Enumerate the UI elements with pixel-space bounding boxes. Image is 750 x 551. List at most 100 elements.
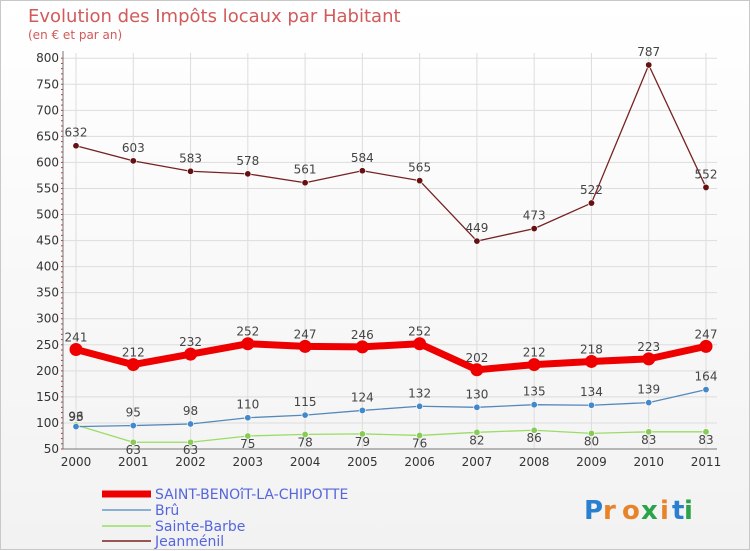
data-point-bru bbox=[530, 401, 538, 409]
logo-letter: i bbox=[660, 496, 669, 526]
legend-label-sainte-barbe: Sainte-Barbe bbox=[155, 519, 245, 535]
data-point-bru bbox=[301, 411, 309, 419]
data-label-sainte-barbe: 63 bbox=[126, 443, 141, 457]
data-label-jeanmenil: 578 bbox=[236, 154, 259, 168]
logo-letter: x bbox=[641, 496, 658, 526]
data-point-bru bbox=[244, 414, 252, 422]
data-label-sainte-barbe: 78 bbox=[297, 435, 312, 449]
y-tick-label: 300 bbox=[36, 312, 59, 326]
data-label-saint-benoit: 252 bbox=[236, 325, 259, 339]
y-tick-label: 150 bbox=[36, 390, 59, 404]
y-tick-label: 250 bbox=[36, 338, 59, 352]
data-label-bru: 115 bbox=[294, 395, 317, 409]
data-point-jeanmenil bbox=[72, 142, 80, 150]
data-point-bru bbox=[129, 422, 137, 430]
y-tick-label: 50 bbox=[44, 442, 59, 456]
data-point-saint-benoit bbox=[413, 337, 427, 351]
y-tick-label: 350 bbox=[36, 286, 59, 300]
data-label-jeanmenil: 787 bbox=[637, 45, 660, 59]
x-tick-label: 2002 bbox=[175, 455, 206, 469]
x-tick-label: 2001 bbox=[118, 455, 149, 469]
data-label-bru: 164 bbox=[695, 370, 718, 384]
data-point-bru bbox=[473, 403, 481, 411]
y-tick-label: 400 bbox=[36, 260, 59, 274]
data-label-bru: 124 bbox=[351, 390, 374, 404]
data-label-sainte-barbe: 80 bbox=[584, 434, 599, 448]
data-point-saint-benoit bbox=[470, 363, 484, 377]
logo-letter: t bbox=[672, 496, 684, 526]
data-point-jeanmenil bbox=[587, 199, 595, 207]
legend-label-bru: Brû bbox=[155, 503, 179, 519]
data-point-sainte-barbe bbox=[244, 432, 252, 440]
data-point-saint-benoit bbox=[298, 339, 312, 353]
data-label-sainte-barbe: 83 bbox=[698, 433, 713, 447]
series-line-bru bbox=[75, 388, 707, 428]
data-label-saint-benoit: 223 bbox=[637, 340, 660, 354]
data-point-bru bbox=[416, 402, 424, 410]
y-tick-label: 200 bbox=[36, 364, 59, 378]
data-point-bru bbox=[645, 399, 653, 407]
x-tick-label: 2007 bbox=[462, 455, 493, 469]
x-axis-ticks: 2000 2001 2002 2003 2004 2005 2006 2007 2008 2009… bbox=[61, 455, 722, 469]
data-point-sainte-barbe bbox=[129, 438, 137, 446]
chart-subtitle: (en € et par an) bbox=[28, 28, 122, 42]
data-label-bru: 98 bbox=[183, 404, 198, 418]
data-point-sainte-barbe bbox=[530, 426, 538, 434]
series-line-saint-benoit bbox=[75, 340, 707, 374]
data-label-jeanmenil: 561 bbox=[294, 163, 317, 177]
chart-title: Evolution des Impôts locaux par Habitant bbox=[28, 6, 401, 27]
data-point-saint-benoit bbox=[527, 358, 541, 372]
data-label-sainte-barbe: 76 bbox=[412, 436, 427, 450]
data-label-jeanmenil: 603 bbox=[122, 141, 145, 155]
data-label-bru: 110 bbox=[236, 398, 259, 412]
data-label-sainte-barbe: 83 bbox=[641, 433, 656, 447]
x-tick-label: 2003 bbox=[233, 455, 264, 469]
data-label-jeanmenil: 632 bbox=[65, 126, 88, 140]
data-label-jeanmenil: 522 bbox=[580, 183, 603, 197]
legend-label-jeanmenil: Jeanménil bbox=[154, 534, 224, 550]
data-point-saint-benoit bbox=[184, 347, 198, 361]
x-tick-label: 2006 bbox=[404, 455, 435, 469]
data-point-jeanmenil bbox=[358, 167, 366, 175]
series-line-sainte-barbe bbox=[75, 424, 706, 443]
logo-letter: r bbox=[603, 496, 616, 526]
data-point-sainte-barbe bbox=[301, 430, 309, 438]
data-label-saint-benoit: 218 bbox=[580, 342, 603, 356]
data-label-saint-benoit: 247 bbox=[695, 327, 718, 341]
y-tick-label: 750 bbox=[36, 77, 59, 91]
data-label-sainte-barbe: 79 bbox=[355, 435, 370, 449]
data-label-sainte-barbe: 93 bbox=[68, 410, 83, 424]
data-point-jeanmenil bbox=[301, 179, 309, 187]
data-label-saint-benoit: 202 bbox=[465, 351, 488, 365]
data-label-saint-benoit: 252 bbox=[408, 325, 431, 339]
data-point-saint-benoit bbox=[584, 354, 598, 368]
data-point-bru bbox=[187, 420, 195, 428]
data-point-sainte-barbe bbox=[473, 428, 481, 436]
data-point-bru bbox=[702, 386, 710, 394]
axes bbox=[61, 51, 717, 450]
data-point-jeanmenil bbox=[702, 183, 710, 191]
data-label-jeanmenil: 449 bbox=[465, 221, 488, 235]
data-label-bru: 130 bbox=[465, 387, 488, 401]
data-point-sainte-barbe bbox=[358, 430, 366, 438]
data-label-saint-benoit: 212 bbox=[122, 346, 145, 360]
legend: SAINT-BENOîT-LA-CHIPOTTE Brû Sainte-Barb… bbox=[102, 487, 348, 550]
data-point-jeanmenil bbox=[416, 177, 424, 185]
data-label-saint-benoit: 212 bbox=[523, 346, 546, 360]
grid bbox=[63, 53, 717, 450]
data-point-jeanmenil bbox=[244, 170, 252, 178]
data-point-saint-benoit bbox=[355, 340, 369, 354]
data-label-saint-benoit: 241 bbox=[65, 330, 88, 344]
y-tick-label: 700 bbox=[36, 103, 59, 117]
data-point-jeanmenil bbox=[473, 237, 481, 245]
data-label-saint-benoit: 232 bbox=[179, 335, 202, 349]
data-point-saint-benoit bbox=[642, 352, 656, 366]
x-tick-label: 2010 bbox=[633, 455, 664, 469]
data-point-bru bbox=[72, 423, 80, 431]
data-label-jeanmenil: 584 bbox=[351, 151, 374, 165]
data-label-sainte-barbe: 82 bbox=[469, 433, 484, 447]
y-tick-label: 600 bbox=[36, 155, 59, 169]
